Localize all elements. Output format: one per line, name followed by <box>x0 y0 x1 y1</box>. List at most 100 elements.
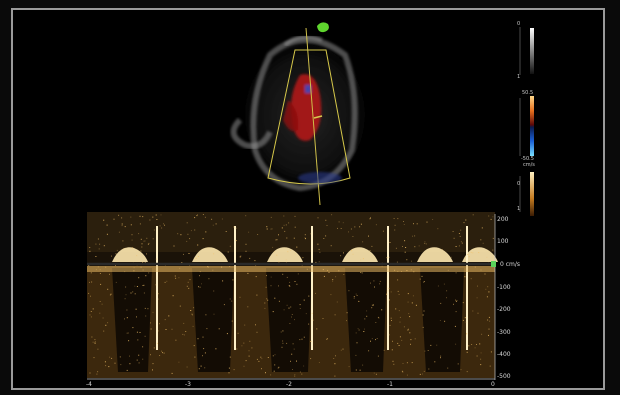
spectral-speckle <box>434 361 436 363</box>
forward-flow-envelope <box>417 247 453 262</box>
spectral-speckle <box>278 234 279 236</box>
y-tick: -200 <box>497 306 511 313</box>
spectral-speckle <box>460 241 462 243</box>
spectral-speckle <box>109 294 111 296</box>
spectral-speckle <box>355 332 357 334</box>
spectral-speckle <box>285 261 287 263</box>
spectral-speckle <box>294 215 296 217</box>
spectral-speckle <box>211 218 213 220</box>
spectral-speckle <box>476 355 478 357</box>
spectral-speckle <box>468 345 470 347</box>
spectral-speckle <box>460 229 462 231</box>
spectral-speckle <box>398 345 400 346</box>
spectral-speckle <box>318 261 320 263</box>
spectral-speckle <box>248 355 250 357</box>
spectral-speckle <box>149 219 151 221</box>
spectral-speckle <box>241 345 243 347</box>
spectral-speckle <box>101 303 103 305</box>
spectral-speckle <box>174 275 176 277</box>
spectral-speckle <box>305 238 306 240</box>
spectral-speckle <box>138 354 140 356</box>
spectral-speckle <box>251 347 253 349</box>
spectral-speckle <box>423 281 425 283</box>
spectral-speckle <box>165 329 167 330</box>
spectral-speckle <box>99 301 101 302</box>
spectral-speckle <box>199 275 200 277</box>
spectral-speckle <box>256 294 258 296</box>
spectral-speckle <box>118 231 120 233</box>
spectral-speckle <box>364 328 365 330</box>
spectral-speckle <box>106 233 108 235</box>
spectral-speckle <box>190 310 192 311</box>
spectral-speckle <box>350 228 352 230</box>
spectral-speckle <box>308 295 310 297</box>
spectral-speckle <box>270 216 272 218</box>
spectral-speckle <box>405 247 407 248</box>
spectral-speckle <box>225 231 227 232</box>
spectral-speckle <box>218 328 220 330</box>
spectral-speckle <box>126 369 128 371</box>
spectral-speckle <box>146 237 148 239</box>
spectral-speckle <box>362 241 364 243</box>
spectral-speckle <box>443 283 445 285</box>
spectral-speckle <box>187 233 189 235</box>
baseline-clutter-band <box>87 266 495 272</box>
spectral-speckle <box>299 304 301 306</box>
spectral-speckle <box>453 237 455 239</box>
spectral-speckle <box>179 305 181 307</box>
spectral-speckle <box>125 286 127 288</box>
spectral-speckle <box>181 262 183 263</box>
y-tick-zero-value: 0 <box>500 261 504 268</box>
spectral-speckle <box>331 214 333 216</box>
spectral-speckle <box>134 293 136 295</box>
spectral-speckle <box>114 362 116 364</box>
spectral-speckle <box>424 241 426 243</box>
spectral-speckle <box>271 228 273 230</box>
spectral-speckle <box>203 348 205 350</box>
spectral-speckle <box>197 214 198 216</box>
spectral-speckle <box>164 264 166 266</box>
spectral-speckle <box>376 338 378 339</box>
spectral-speckle <box>190 230 192 232</box>
spectral-speckle <box>403 224 405 225</box>
echo-2d-image <box>230 22 375 206</box>
spectral-speckle <box>159 225 161 227</box>
spectral-speckle <box>247 272 249 274</box>
spectral-speckle <box>255 324 256 326</box>
spectral-speckle <box>100 283 102 285</box>
spectral-speckle <box>90 316 92 318</box>
spectral-speckle <box>419 278 421 280</box>
spectral-speckle <box>164 281 166 283</box>
spectral-speckle <box>187 281 189 283</box>
spectral-speckle <box>282 273 284 275</box>
spectral-speckle <box>89 372 91 374</box>
spectral-speckle <box>177 233 179 235</box>
spectral-speckle <box>316 328 318 330</box>
spectral-speckle <box>330 245 332 247</box>
spectral-speckle <box>257 234 259 235</box>
spectral-speckle <box>406 374 408 376</box>
spectral-speckle <box>88 292 90 294</box>
grayscale-top-label: 0 <box>517 21 521 27</box>
spectral-speckle <box>283 309 285 311</box>
spectral-speckle <box>293 237 295 239</box>
spectral-speckle <box>189 238 191 240</box>
spectral-speckle <box>371 307 373 309</box>
spectral-speckle <box>240 255 242 257</box>
spectral-speckle <box>247 306 249 308</box>
spectral-speckle <box>388 256 390 258</box>
spectral-speckle <box>390 317 392 319</box>
spectral-speckle <box>343 252 344 254</box>
x-tick: -2 <box>286 381 292 388</box>
spectral-speckle <box>276 254 278 256</box>
spectral-speckle <box>455 300 457 302</box>
spectral-speckle <box>290 250 292 251</box>
spectral-speckle <box>142 346 144 348</box>
spectral-speckle <box>391 349 393 351</box>
spectral-speckle <box>226 333 228 335</box>
spectral-speckle <box>414 246 416 248</box>
spectral-map-bar <box>530 172 534 216</box>
spectral-top-label: 0 <box>517 181 521 187</box>
spectral-speckle <box>92 308 94 310</box>
spectral-speckle <box>256 331 258 333</box>
